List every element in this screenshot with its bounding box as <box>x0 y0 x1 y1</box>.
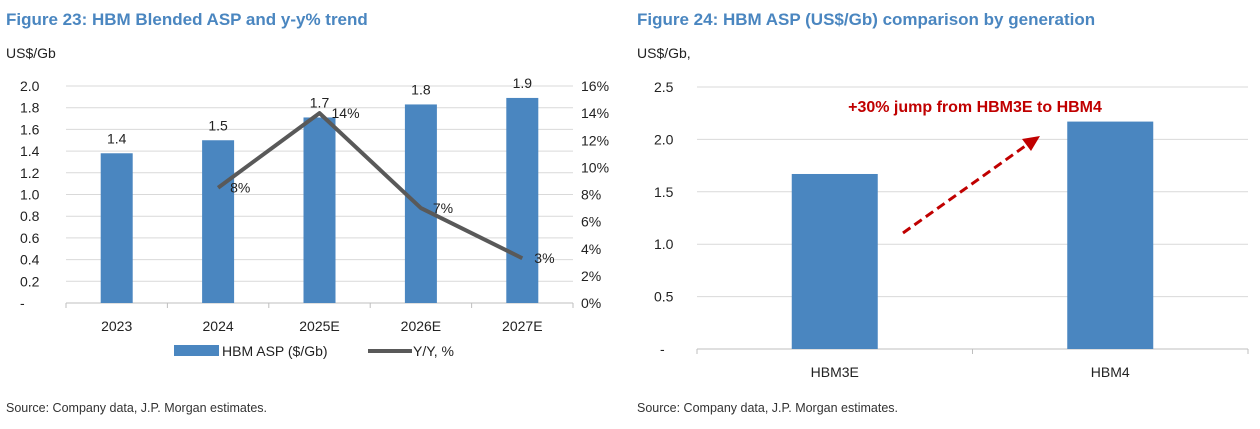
y2-tick-label: 12% <box>581 132 609 148</box>
y2-tick-label: 10% <box>581 159 609 175</box>
y-tick-label: - <box>660 341 665 357</box>
y2-tick-label: 2% <box>581 268 601 284</box>
y-tick-label: 2.0 <box>20 78 40 94</box>
figure-23: Figure 23: HBM Blended ASP and y-y% tren… <box>6 10 609 415</box>
y-tick-label: 0.4 <box>20 252 40 268</box>
bar-2027E <box>506 97 539 303</box>
figure-24-y-unit: US$/Gb, <box>637 45 691 61</box>
x-tick-label: 2024 <box>203 318 234 334</box>
y-tick-label: 0.8 <box>20 208 40 224</box>
bar-HBM4 <box>1067 121 1154 349</box>
y2-tick-label: 4% <box>581 241 601 257</box>
y2-tick-label: 6% <box>581 214 601 230</box>
y-tick-label: 1.5 <box>654 184 674 200</box>
bar-HBM3E <box>791 173 878 349</box>
x-tick-label: 2025E <box>299 318 339 334</box>
line-data-label: 14% <box>332 105 360 121</box>
x-tick-label: 2023 <box>101 318 132 334</box>
bar-data-label: 1.7 <box>310 94 330 110</box>
y-tick-label: 1.0 <box>654 236 674 252</box>
figure-23-title: Figure 23: HBM Blended ASP and y-y% tren… <box>6 10 368 29</box>
x-tick-label: HBM3E <box>811 364 859 380</box>
y-tick-label: 1.0 <box>20 187 40 203</box>
y2-tick-label: 8% <box>581 187 601 203</box>
line-data-label: 7% <box>433 200 453 216</box>
figure-24-source: Source: Company data, J.P. Morgan estima… <box>637 401 898 415</box>
annotation-arrow-line <box>902 142 1029 235</box>
bar-2026E <box>404 104 437 303</box>
line-data-label: 3% <box>534 250 554 266</box>
bar-data-label: 1.8 <box>411 81 431 97</box>
legend-label-bar: HBM ASP ($/Gb) <box>222 343 328 359</box>
line-data-label: 8% <box>230 180 250 196</box>
y-tick-label: 1.2 <box>20 165 40 181</box>
x-tick-label: 2026E <box>401 318 441 334</box>
y-tick-label: 1.6 <box>20 121 40 137</box>
y-tick-label: 1.4 <box>20 143 40 159</box>
legend-swatch-bar <box>174 345 219 356</box>
y-tick-label: 0.2 <box>20 273 40 289</box>
y-tick-label: 1.8 <box>20 100 40 116</box>
bar-data-label: 1.9 <box>513 75 533 91</box>
bar-2023 <box>100 153 133 303</box>
figure-24-title: Figure 24: HBM ASP (US$/Gb) comparison b… <box>637 10 1095 29</box>
bar-2025E <box>303 117 336 303</box>
y-tick-label: - <box>20 295 25 311</box>
x-tick-label: 2027E <box>502 318 542 334</box>
y-tick-label: 2.0 <box>654 131 674 147</box>
figure-23-legend: HBM ASP ($/Gb) Y/Y, % <box>174 343 454 359</box>
y-tick-label: 0.5 <box>654 289 674 305</box>
y-tick-label: 2.5 <box>654 79 674 95</box>
x-tick-label: HBM4 <box>1091 364 1130 380</box>
bar-data-label: 1.5 <box>208 117 228 133</box>
y2-tick-label: 0% <box>581 295 601 311</box>
legend-label-line: Y/Y, % <box>413 343 454 359</box>
figure-24: Figure 24: HBM ASP (US$/Gb) comparison b… <box>637 10 1249 415</box>
bar-2024 <box>202 140 235 303</box>
annotation-arrow-head <box>1022 136 1040 151</box>
y-tick-label: 0.6 <box>20 230 40 246</box>
y2-tick-label: 16% <box>581 78 609 94</box>
figure-23-y-unit: US$/Gb <box>6 45 56 61</box>
yoy-line <box>216 111 524 261</box>
figure-24-annotation: +30% jump from HBM3E to HBM4 <box>848 99 1102 116</box>
bar-data-label: 1.4 <box>107 130 127 146</box>
y2-tick-label: 14% <box>581 105 609 121</box>
figure-23-source: Source: Company data, J.P. Morgan estima… <box>6 401 267 415</box>
